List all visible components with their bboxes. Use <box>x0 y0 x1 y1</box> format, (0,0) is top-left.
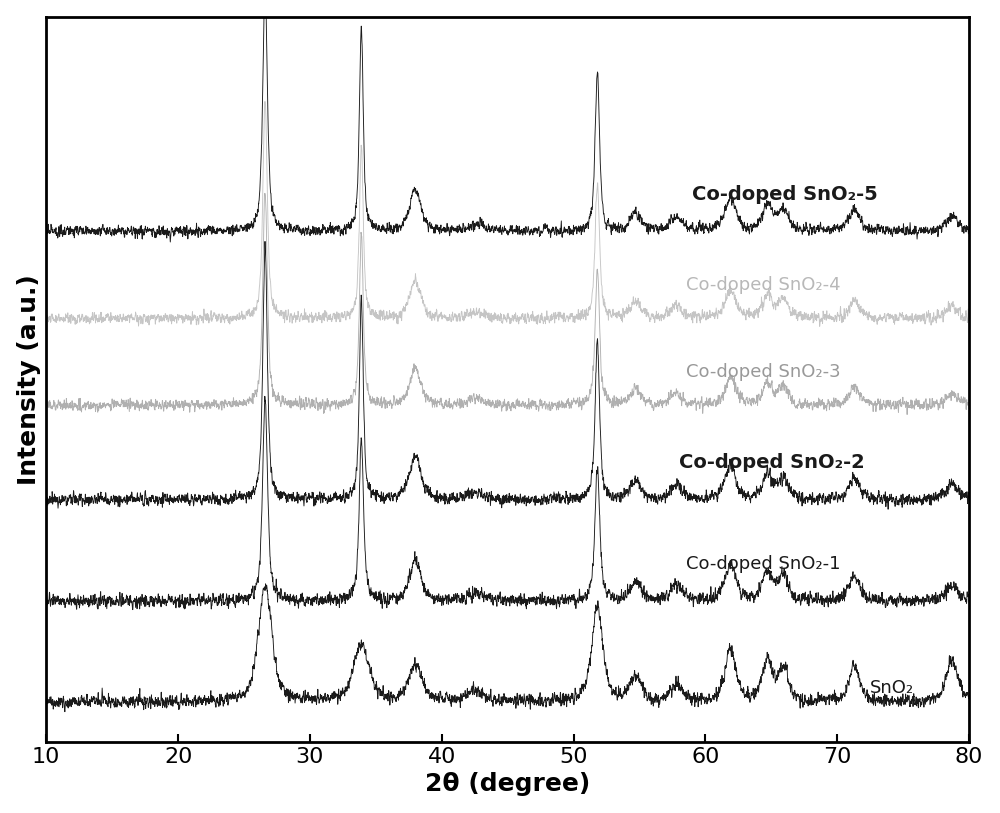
Y-axis label: Intensity (a.u.): Intensity (a.u.) <box>17 274 41 485</box>
X-axis label: 2θ (degree): 2θ (degree) <box>425 772 590 796</box>
Text: Co-doped SnO₂-3: Co-doped SnO₂-3 <box>686 363 840 381</box>
Text: Co-doped SnO₂-1: Co-doped SnO₂-1 <box>686 555 840 573</box>
Text: Co-doped SnO₂-4: Co-doped SnO₂-4 <box>686 276 840 294</box>
Text: Co-doped SnO₂-2: Co-doped SnO₂-2 <box>679 453 865 472</box>
Text: Co-doped SnO₂-5: Co-doped SnO₂-5 <box>692 185 878 204</box>
Text: SnO₂: SnO₂ <box>870 679 914 697</box>
